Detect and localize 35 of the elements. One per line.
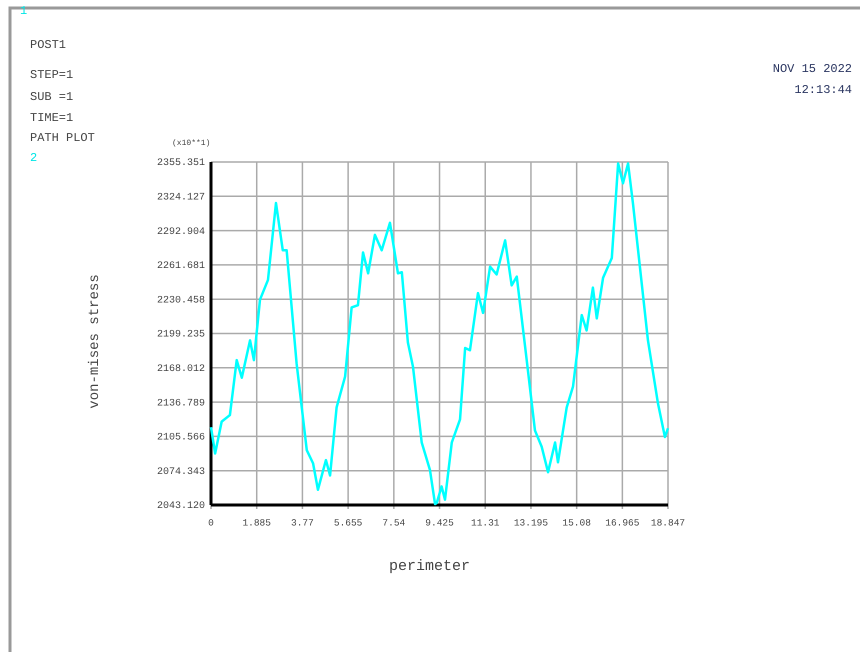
x-tick-label: 7.54: [382, 518, 406, 529]
y-tick-label: 2292.904: [156, 226, 205, 238]
x-tick-label: 16.965: [605, 518, 640, 529]
y-tick-label: 2168.012: [156, 364, 205, 375]
x-tick-label: 5.655: [334, 518, 363, 529]
x-tick-label: 0: [208, 518, 214, 529]
x-tick-label: 13.195: [514, 518, 548, 529]
line-series: [210, 162, 670, 506]
y-tick-label: 2105.566: [156, 432, 205, 444]
y-tick-label: 2230.458: [156, 295, 205, 306]
y-tick-label: 2199.235: [156, 330, 205, 341]
text: NOV 15 2022: [772, 62, 852, 76]
y-tick-label: 2136.789: [156, 398, 205, 410]
y-tick-label: 2324.127: [156, 192, 205, 204]
y-tick-label: 2074.343: [156, 466, 205, 478]
text: POST1: [30, 38, 66, 52]
text: 12:13:44: [794, 83, 852, 97]
text: STEP=1: [30, 68, 74, 82]
y-tick-label: 2261.681: [156, 261, 205, 272]
text: (x10**1): [172, 139, 210, 148]
y-tick-label: 2355.351: [156, 158, 205, 170]
x-tick-label: 11.31: [470, 518, 500, 529]
x-tick-label: 3.77: [291, 518, 314, 529]
x-tick-label: 18.847: [650, 518, 686, 529]
y-axis-title: von-mises stress: [87, 274, 103, 409]
text: 1: [20, 4, 28, 18]
x-tick-label: 9.425: [425, 518, 454, 529]
text: 2: [30, 151, 38, 165]
text: SUB =1: [30, 90, 74, 104]
y-tick-label: 2043.120: [156, 501, 205, 512]
text: TIME=1: [30, 111, 74, 125]
text: PATH PLOT: [30, 131, 95, 145]
x-tick-label: 1.885: [242, 518, 272, 529]
x-axis-title: perimeter: [388, 558, 470, 575]
x-tick-label: 15.08: [562, 518, 592, 529]
